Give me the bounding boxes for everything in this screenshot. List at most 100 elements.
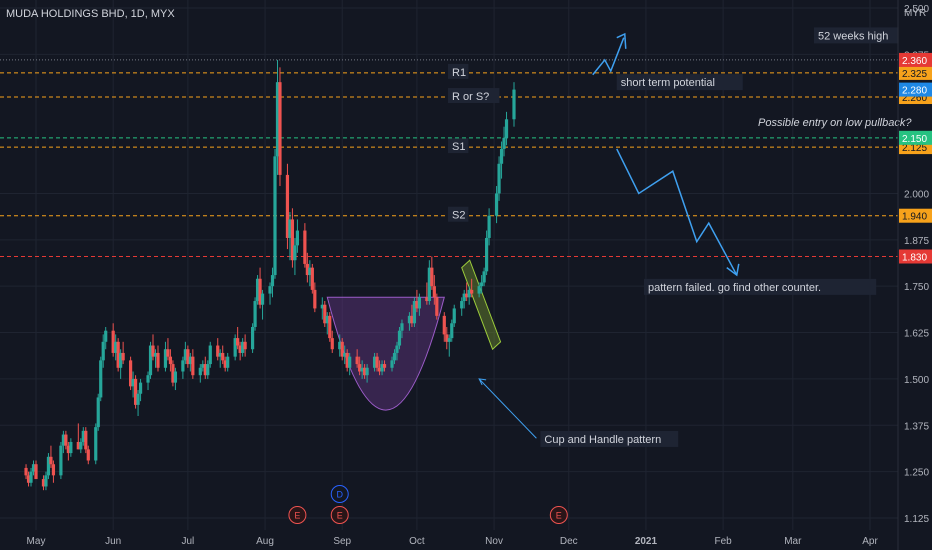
upside-arrowhead — [616, 32, 627, 49]
x-tick-label: Aug — [256, 536, 274, 547]
candle-body — [390, 360, 394, 368]
candle-body — [243, 341, 247, 350]
candle-body — [31, 464, 36, 472]
candle-body — [34, 464, 38, 480]
candle-body — [270, 275, 275, 287]
candle-body — [268, 286, 272, 294]
candle-body — [255, 278, 260, 302]
price-tag — [899, 249, 932, 264]
candle-body — [400, 323, 404, 331]
candle-body — [397, 330, 402, 346]
price-tag-label: 2.260 — [902, 93, 927, 104]
candle-body — [348, 356, 352, 368]
candle-body — [153, 352, 158, 357]
level-label-box — [448, 206, 469, 222]
dividend-marker — [330, 485, 349, 503]
candle-body — [101, 341, 105, 361]
x-tick-label: May — [27, 536, 46, 547]
candle-body — [504, 119, 509, 138]
candle-body — [308, 267, 312, 276]
candle-body — [233, 338, 237, 357]
candle-body — [380, 364, 384, 372]
candle-body — [395, 345, 399, 353]
price-tag — [899, 82, 932, 97]
candle-body — [198, 367, 202, 376]
candle-body — [310, 267, 314, 290]
y-tick-label: 2.000 — [904, 189, 929, 200]
candle-body — [191, 356, 195, 376]
cup-pointer-arrow — [478, 378, 537, 439]
level-label-box — [448, 138, 469, 154]
candle-body — [425, 297, 429, 302]
candle-body — [430, 267, 434, 287]
candle-body — [290, 219, 295, 261]
candle-body — [477, 286, 481, 294]
candle-body — [273, 156, 277, 276]
candle-body — [119, 352, 123, 368]
candle-body — [129, 360, 133, 387]
candle-body — [250, 326, 255, 350]
annotation-box — [616, 74, 743, 91]
candle-body — [412, 301, 417, 324]
candle-body — [46, 456, 51, 476]
candle-body — [111, 330, 115, 353]
candle-body — [49, 456, 53, 465]
price-axis[interactable]: MYR2.5002.3752.0001.8751.7501.6251.5001.… — [899, 4, 932, 525]
candle-body — [94, 427, 98, 461]
candle-body — [487, 215, 491, 238]
candle-body — [338, 341, 342, 350]
price-tag — [899, 65, 932, 80]
candle-body — [377, 367, 382, 372]
x-tick-label: Dec — [560, 536, 578, 547]
candle-body — [285, 174, 290, 238]
candle-body — [415, 301, 419, 309]
candle-body — [452, 308, 456, 324]
candle-body — [320, 304, 324, 309]
candle-body — [114, 341, 118, 353]
candle-body — [186, 349, 190, 365]
candle-body — [340, 341, 344, 357]
candle-body — [480, 282, 484, 287]
candle-body — [462, 293, 466, 302]
cup-pointer-arrowhead — [478, 378, 487, 386]
y-tick-label: 1.250 — [904, 468, 929, 479]
candle-body — [288, 219, 292, 238]
x-tick-label: Oct — [409, 536, 425, 547]
candle-body — [482, 271, 486, 283]
candle-body — [223, 360, 227, 368]
earnings-marker — [549, 506, 568, 524]
candle-body — [382, 364, 387, 368]
event-marker-label: E — [294, 511, 300, 521]
candle-body — [173, 371, 178, 383]
annotation-text: Cup and Handle pattern — [544, 434, 661, 446]
price-levels: R1 R or S? S1 S2 — [0, 59, 898, 258]
candle-body — [226, 356, 230, 368]
candle-body — [450, 323, 454, 339]
time-axis[interactable]: May Jun Jul Aug Sep Oct Nov Dec 2021 Feb Mar Apr — [27, 536, 879, 547]
upside-arrow — [592, 37, 625, 76]
candle-body — [208, 345, 212, 365]
candle-body — [44, 475, 48, 487]
price-tag-label: 2.325 — [902, 69, 927, 80]
candle-body — [358, 364, 362, 372]
y-tick-label: 1.625 — [904, 329, 929, 340]
y-tick-label: 1.750 — [904, 282, 929, 293]
candle-body — [86, 449, 90, 461]
level-label-box — [448, 88, 500, 104]
candle-body — [499, 148, 504, 164]
candle-body — [163, 349, 168, 368]
level-label: R or S? — [452, 91, 489, 103]
candle-body — [136, 393, 140, 405]
candle-body — [330, 338, 334, 350]
candle-body — [355, 356, 359, 365]
candle-body — [168, 356, 173, 365]
candle-body — [467, 289, 471, 298]
candle-body — [365, 367, 369, 376]
candle-body — [203, 364, 207, 376]
y-tick-label: 1.375 — [904, 421, 929, 432]
x-tick-label: 2021 — [635, 536, 658, 547]
x-tick-label: Mar — [784, 536, 802, 547]
candle-body — [183, 349, 187, 361]
y-tick-label: 2.500 — [904, 4, 929, 15]
